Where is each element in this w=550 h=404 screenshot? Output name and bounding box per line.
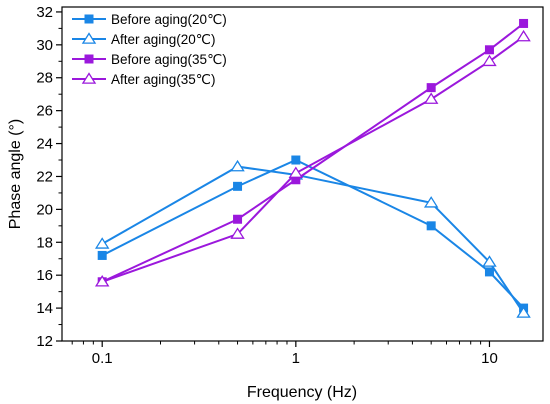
plot-frame	[61, 6, 544, 342]
y-tick-label: 18	[36, 234, 53, 251]
legend-item: Before aging(35℃)	[72, 52, 227, 67]
data-point	[291, 175, 301, 185]
data-point	[84, 14, 94, 24]
y-tick-label: 32	[36, 4, 53, 21]
x-axis-label: Frequency (Hz)	[247, 384, 357, 401]
y-tick-label: 14	[36, 300, 53, 317]
legend-label: Before aging(20℃)	[111, 12, 227, 27]
data-point	[81, 72, 97, 84]
y-tick-label: 24	[36, 136, 53, 153]
y-tick-label: 22	[36, 168, 53, 185]
x-tick-label: 0.1	[92, 350, 113, 367]
series-layer	[94, 18, 531, 318]
y-tick-label: 16	[36, 267, 53, 284]
data-point	[291, 155, 301, 165]
y-axis-label: Phase angle (°)	[7, 119, 24, 229]
data-point	[94, 275, 110, 287]
data-point	[84, 54, 94, 64]
legend-label: Before aging(35℃)	[111, 52, 227, 67]
data-point	[484, 45, 494, 55]
axis-ticks: 12 14 16 18 20 22 24 26 28 30 32 0.1 1 10	[36, 4, 497, 367]
legend-label: After aging(35℃)	[111, 72, 215, 87]
legend-item: Before aging(20℃)	[72, 12, 227, 27]
x-tick-label: 10	[481, 350, 498, 367]
data-point	[426, 221, 436, 231]
data-point	[426, 83, 436, 93]
legend-label: After aging(20℃)	[111, 32, 215, 47]
data-point	[484, 267, 494, 277]
data-point	[97, 250, 107, 260]
legend-item: After aging(20℃)	[72, 32, 215, 47]
y-tick-label: 28	[36, 70, 53, 87]
data-point	[516, 29, 531, 42]
y-tick-label: 20	[36, 201, 53, 218]
x-tick-label: 1	[292, 350, 300, 367]
series-line	[101, 165, 525, 314]
series-line	[101, 158, 525, 309]
y-tick-label: 12	[36, 333, 53, 350]
data-point	[233, 181, 243, 191]
data-point	[519, 18, 529, 28]
data-point	[482, 54, 497, 67]
data-point	[230, 227, 245, 239]
y-tick-label: 26	[36, 103, 53, 120]
data-point	[81, 32, 97, 44]
series-2	[94, 159, 531, 318]
series-line	[101, 22, 525, 283]
series-line	[101, 35, 525, 283]
legend: Before aging(20℃) After aging(20℃) Before …	[72, 12, 227, 87]
data-point	[233, 214, 243, 224]
legend-item: After aging(35℃)	[72, 72, 215, 87]
data-point	[288, 166, 304, 178]
data-point	[423, 196, 439, 208]
series-4	[94, 29, 531, 287]
data-point	[516, 306, 531, 318]
data-point	[482, 255, 497, 267]
data-point	[230, 159, 245, 172]
data-point	[423, 92, 439, 104]
y-tick-label: 30	[36, 37, 53, 54]
data-point	[94, 237, 110, 249]
